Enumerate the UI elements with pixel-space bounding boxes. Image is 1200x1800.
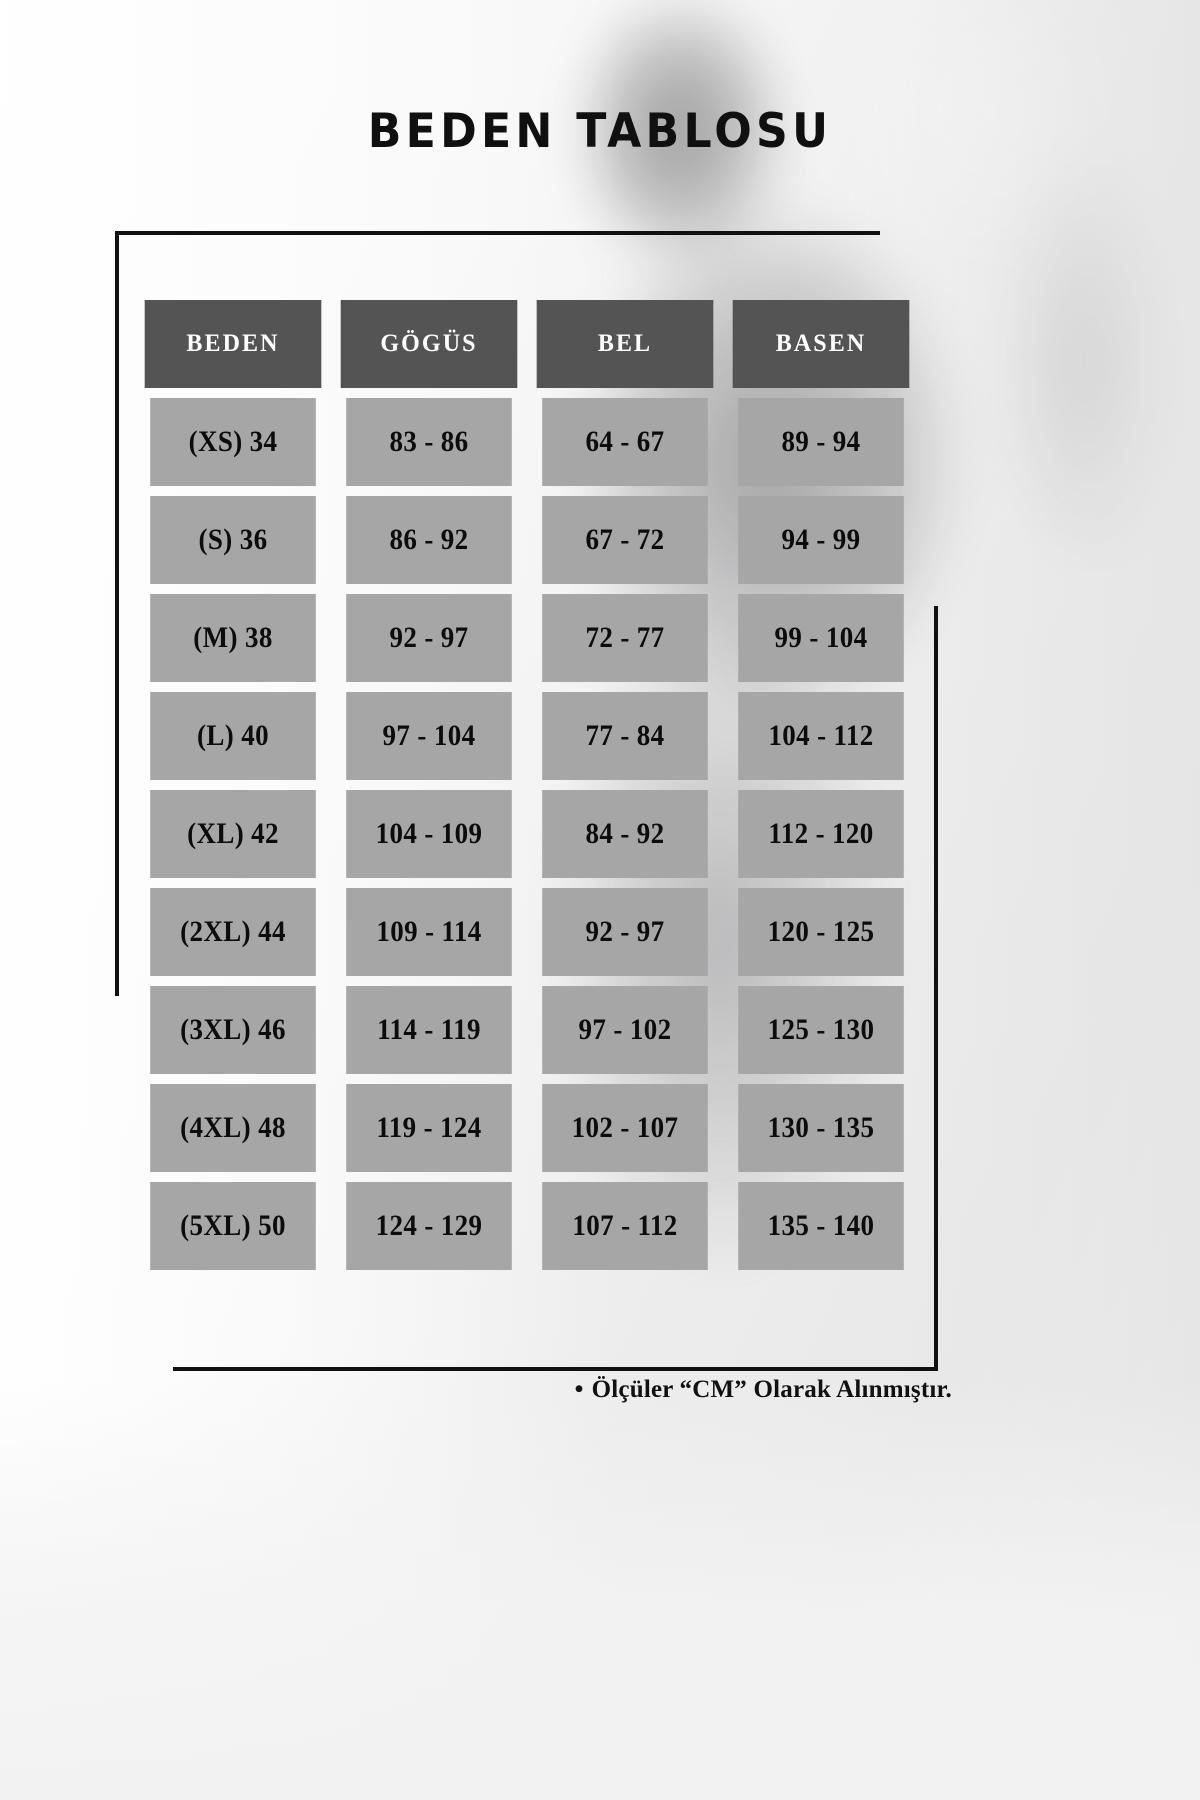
- table-cell: (4XL) 48: [150, 1084, 316, 1172]
- table-cell: 102 - 107: [542, 1084, 708, 1172]
- table-cell: 104 - 109: [346, 790, 512, 878]
- table-cell: 92 - 97: [346, 594, 512, 682]
- table-cell: 94 - 99: [738, 496, 904, 584]
- table-cell: (XS) 34: [150, 398, 316, 486]
- table-cell: 64 - 67: [542, 398, 708, 486]
- table-cell: 109 - 114: [346, 888, 512, 976]
- table-cell: (M) 38: [150, 594, 316, 682]
- table-cell: 77 - 84: [542, 692, 708, 780]
- table-cell: 92 - 97: [542, 888, 708, 976]
- table-cell: (L) 40: [150, 692, 316, 780]
- table-cell: 125 - 130: [738, 986, 904, 1074]
- page-title: BEDEN TABLOSU: [367, 104, 833, 159]
- table-cell: 89 - 94: [738, 398, 904, 486]
- table-cell: 99 - 104: [738, 594, 904, 682]
- table-cell: 114 - 119: [346, 986, 512, 1074]
- table-cell: 72 - 77: [542, 594, 708, 682]
- table-header-cell: BASEN: [732, 300, 910, 388]
- table-cell: (S) 36: [150, 496, 316, 584]
- table-cell: 67 - 72: [542, 496, 708, 584]
- table-cell: 104 - 112: [738, 692, 904, 780]
- table-cell: 97 - 102: [542, 986, 708, 1074]
- table-cell: (3XL) 46: [150, 986, 316, 1074]
- background-bottom-fade: [0, 1380, 1200, 1800]
- table-header-cell: GÖGÜS: [340, 300, 518, 388]
- table-cell: 120 - 125: [738, 888, 904, 976]
- footnote-bullet-icon: •: [574, 1376, 584, 1403]
- table-header-cell: BEDEN: [144, 300, 322, 388]
- table-cell: 112 - 120: [738, 790, 904, 878]
- table-cell: 107 - 112: [542, 1182, 708, 1270]
- frame-line-right: [934, 606, 938, 1371]
- table-cell: 119 - 124: [346, 1084, 512, 1172]
- table-cell: 124 - 129: [346, 1182, 512, 1270]
- table-cell: (5XL) 50: [150, 1182, 316, 1270]
- table-cell: 86 - 92: [346, 496, 512, 584]
- table-cell: (2XL) 44: [150, 888, 316, 976]
- frame-line-bottom: [173, 1367, 938, 1371]
- table-cell: 97 - 104: [346, 692, 512, 780]
- table-header-cell: BEL: [536, 300, 714, 388]
- table-cell: (XL) 42: [150, 790, 316, 878]
- table-cell: 135 - 140: [738, 1182, 904, 1270]
- size-table: BEDEN GÖGÜS BEL BASEN (XS) 34 83 - 86 64 - 67 8…: [141, 300, 913, 1270]
- table-cell: 130 - 135: [738, 1084, 904, 1172]
- table-cell: 83 - 86: [346, 398, 512, 486]
- footnote-text: Ölçüler “CM” Olarak Alınmıştır.: [591, 1376, 952, 1403]
- footnote: • Ölçüler “CM” Olarak Alınmıştır.: [0, 1376, 952, 1404]
- frame-line-top: [115, 231, 880, 235]
- frame-line-left: [115, 231, 119, 996]
- table-cell: 84 - 92: [542, 790, 708, 878]
